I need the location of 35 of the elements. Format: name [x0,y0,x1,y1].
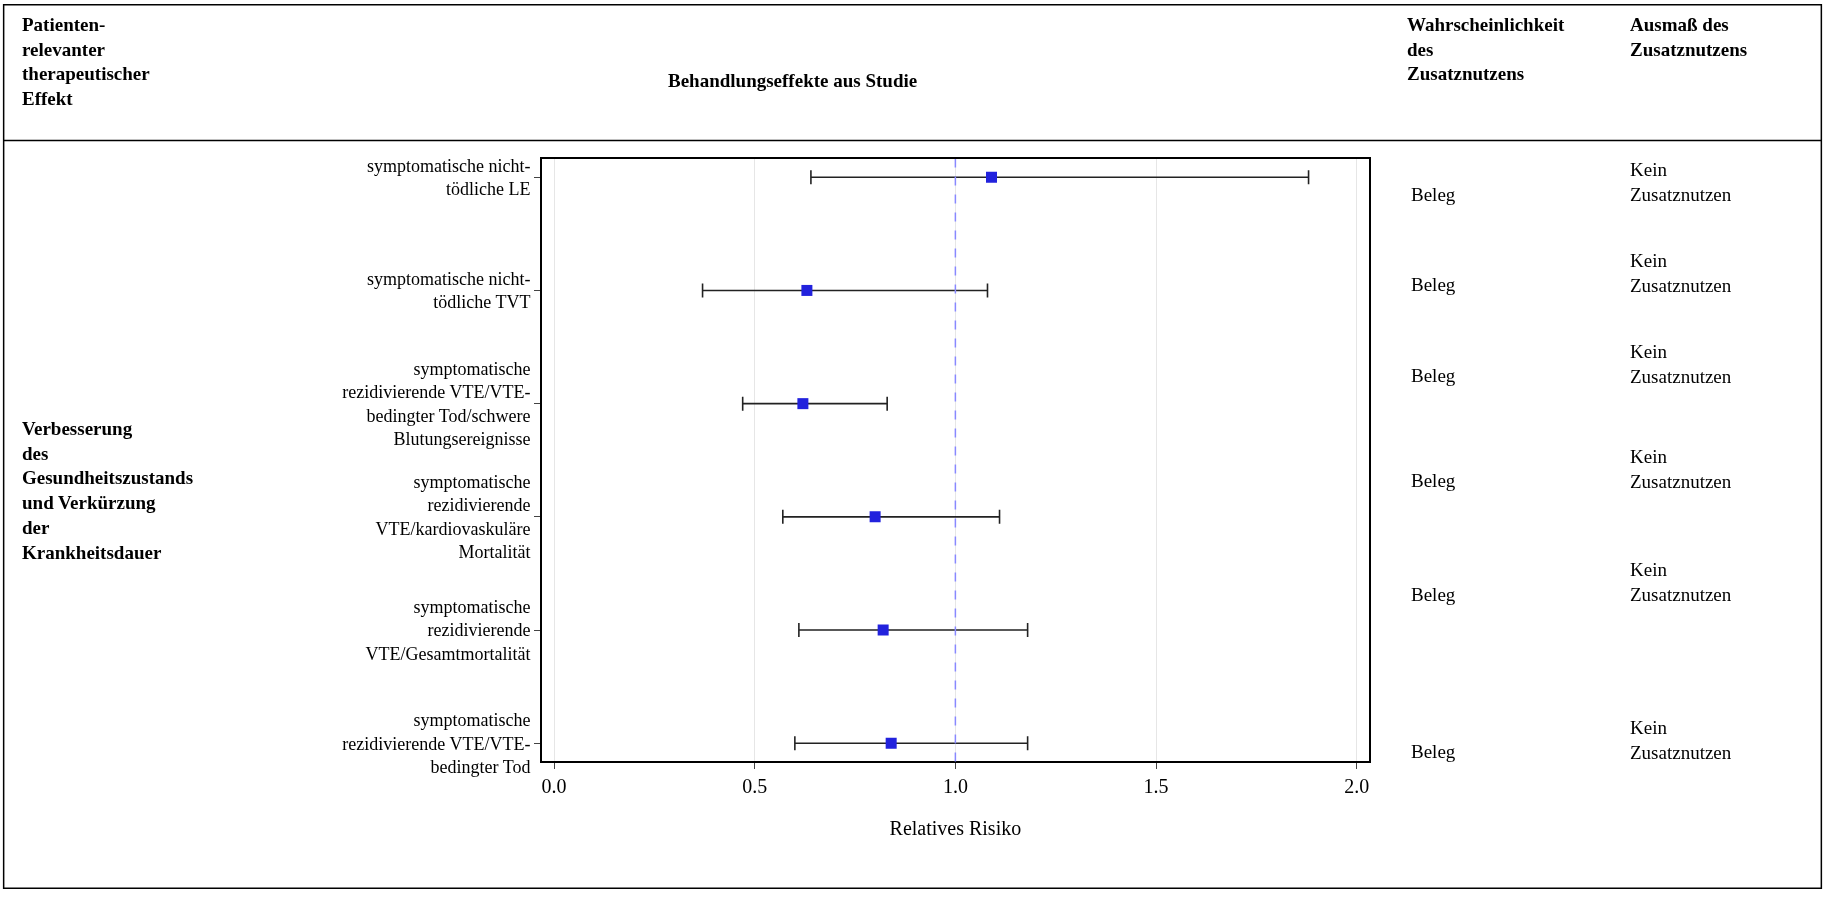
y-tick-label: symptomatische rezidivierende VTE/Gesamtmortalität [365,596,531,664]
text: Beleg [1411,274,1456,295]
y-tick-label: symptomatische rezidivierende VTE/VTE-bedingter Tod/schwere Blutungsereignisse [342,358,531,450]
y-tick-label: symptomatische rezidivierende VTE/VTE-bedingter Tod [342,710,531,777]
text: Kein Zusatznutzen [1630,717,1732,763]
text: Beleg [1411,741,1456,762]
x-tick-label: 1.0 [942,775,968,798]
text: Beleg [1411,365,1456,386]
x-tick-label: 0.0 [541,775,567,798]
text: Ausmaß des Zusatznutzens [1630,14,1748,60]
x-tick-label: 2.0 [1344,775,1370,798]
point [801,284,813,296]
chart-title: Behandlungseffekte aus Studie [668,70,918,91]
text: Beleg [1411,584,1456,605]
x-tick-label: 0.5 [742,775,768,798]
point [986,171,998,183]
text: Beleg [1411,184,1456,205]
text: Kein Zusatznutzen [1630,159,1732,205]
point [869,511,881,523]
text: Kein Zusatznutzen [1630,559,1732,605]
y-tick-label: symptomatische rezidivierende VTE/kardiovaskuläre Mortalität [375,472,531,563]
y-tick-label: symptomatische nicht-tödliche TVT [366,269,531,313]
text: Wahrscheinlichkeit des Zusatznutzens [1407,14,1565,85]
point [877,624,889,636]
x-tick-label: 1.5 [1143,775,1169,798]
text: Beleg [1411,470,1456,491]
y-tick-label: symptomatische nicht-tödliche LE [366,155,531,200]
text: Kein Zusatznutzen [1630,341,1732,387]
text: Kein Zusatznutzen [1630,446,1732,492]
point [797,398,809,410]
point [885,737,897,749]
text: Kein Zusatznutzen [1630,250,1732,296]
x-axis-title: Relatives Risiko [889,817,1022,840]
text: Verbesserung des Gesundheitszustands und Verkürzung der Krankheitsdauer [22,418,194,563]
text: Patienten-relevanter therapeutischer Effekt [22,14,151,110]
